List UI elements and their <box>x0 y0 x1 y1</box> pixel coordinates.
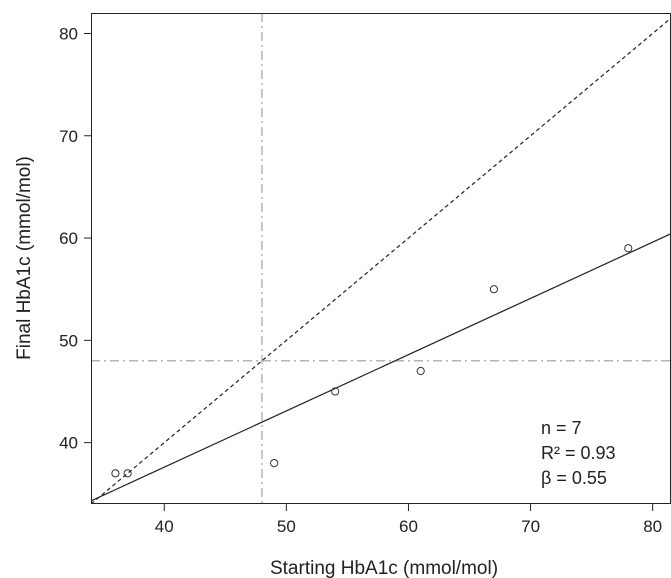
y-tick-label: 60 <box>59 229 78 248</box>
annotation-r-squared: R² = 0.93 <box>541 443 616 463</box>
x-tick-label: 60 <box>399 517 418 536</box>
y-tick-label: 80 <box>59 24 78 43</box>
x-tick-label: 50 <box>277 517 296 536</box>
y-tick-label: 40 <box>59 434 78 453</box>
data-point-6 <box>489 285 499 294</box>
data-point-1 <box>111 469 120 478</box>
plot-frame <box>91 13 671 504</box>
identity-line <box>91 17 671 504</box>
regression-line <box>91 233 671 502</box>
data-point-7 <box>624 244 633 253</box>
x-tick-label: 70 <box>521 517 540 536</box>
y-axis-label: Final HbA1c (mmol/mol) <box>14 156 35 360</box>
x-tick-label: 40 <box>155 517 174 536</box>
x-axis-label: Starting HbA1c (mmol/mol) <box>270 558 498 578</box>
data-point-2 <box>123 469 132 478</box>
data-point-5 <box>416 366 425 376</box>
y-tick-label: 50 <box>59 331 78 350</box>
data-point-3 <box>270 458 279 468</box>
data-point-4 <box>331 387 340 396</box>
x-tick-label: 80 <box>643 517 662 536</box>
y-tick-label: 70 <box>59 127 78 146</box>
annotation-n: n = 7 <box>541 418 582 438</box>
annotation-beta: β = 0.55 <box>541 468 607 488</box>
